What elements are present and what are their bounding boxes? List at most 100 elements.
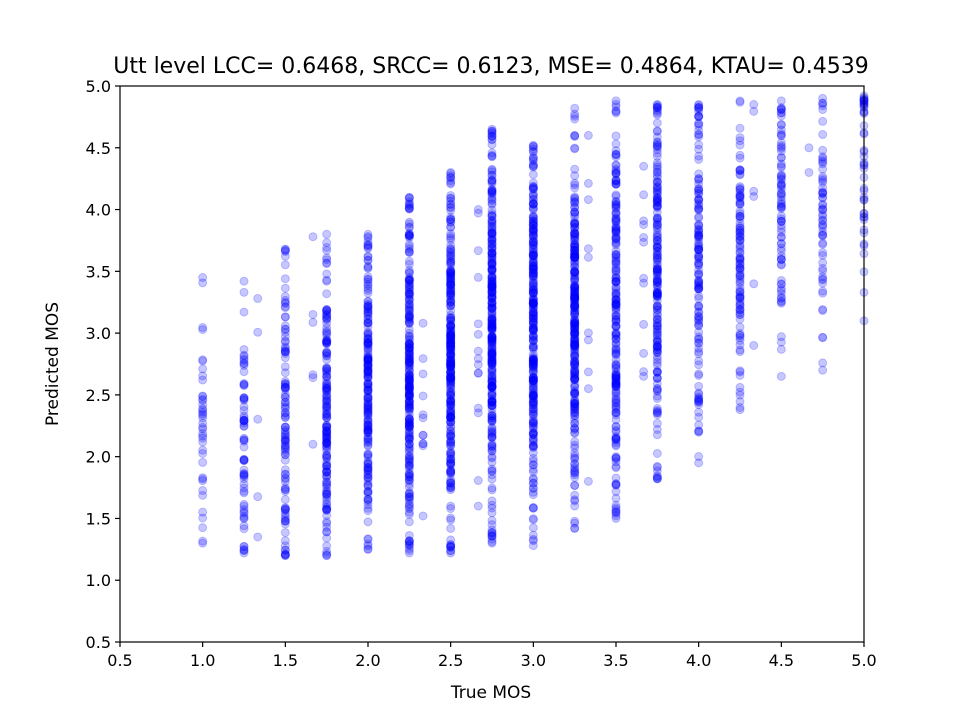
- data-point: [487, 266, 497, 276]
- data-point: [487, 170, 497, 180]
- data-point: [639, 161, 649, 171]
- data-point: [239, 435, 249, 445]
- data-point: [487, 290, 497, 300]
- data-point: [446, 361, 456, 371]
- data-point: [404, 371, 414, 381]
- data-point: [528, 299, 538, 309]
- data-point: [487, 279, 497, 289]
- data-point: [446, 330, 456, 340]
- data-point: [446, 449, 456, 459]
- data-point: [404, 443, 414, 453]
- data-point: [487, 292, 497, 302]
- data-point: [487, 359, 497, 369]
- data-point: [570, 286, 580, 296]
- data-point: [363, 355, 373, 365]
- data-point: [528, 212, 538, 222]
- data-point: [652, 250, 662, 260]
- data-point: [446, 431, 456, 441]
- data-point: [198, 474, 208, 484]
- data-point: [487, 381, 497, 391]
- data-point: [322, 384, 332, 394]
- data-point: [446, 337, 456, 347]
- data-point: [239, 469, 249, 479]
- data-point: [570, 399, 580, 409]
- data-point: [404, 282, 414, 292]
- data-point: [239, 380, 249, 390]
- data-point: [818, 230, 828, 240]
- data-point: [363, 334, 373, 344]
- data-point: [570, 250, 580, 260]
- data-point: [404, 372, 414, 382]
- data-point: [487, 274, 497, 284]
- data-point: [487, 335, 497, 345]
- data-point: [404, 233, 414, 243]
- data-point: [280, 441, 290, 451]
- data-point: [322, 490, 332, 500]
- data-point: [404, 536, 414, 546]
- data-point: [570, 218, 580, 228]
- data-point: [363, 307, 373, 317]
- data-point: [487, 367, 497, 377]
- data-point: [363, 427, 373, 437]
- data-point: [446, 202, 456, 212]
- data-point: [570, 282, 580, 292]
- data-point: [487, 303, 497, 313]
- data-point: [487, 199, 497, 209]
- data-point: [776, 125, 786, 135]
- data-point: [363, 449, 373, 459]
- data-point: [570, 302, 580, 312]
- data-point: [528, 244, 538, 254]
- data-point: [239, 474, 249, 484]
- data-point: [528, 394, 538, 404]
- data-point: [446, 359, 456, 369]
- data-point: [363, 379, 373, 389]
- data-point: [446, 193, 456, 203]
- data-point: [570, 323, 580, 333]
- x-tick-label: 3.5: [603, 651, 628, 670]
- data-point: [322, 477, 332, 487]
- data-point: [404, 496, 414, 506]
- data-point: [487, 373, 497, 383]
- data-point: [528, 220, 538, 230]
- data-point: [570, 472, 580, 482]
- data-point: [404, 396, 414, 406]
- data-point: [487, 395, 497, 405]
- data-point: [363, 277, 373, 287]
- data-point: [198, 418, 208, 428]
- data-point: [198, 490, 208, 500]
- data-point: [528, 368, 538, 378]
- data-point: [404, 435, 414, 445]
- data-point: [363, 427, 373, 437]
- data-point: [804, 143, 814, 153]
- data-point: [446, 258, 456, 268]
- data-point: [487, 357, 497, 367]
- data-point: [528, 216, 538, 226]
- data-point: [363, 355, 373, 365]
- data-point: [528, 391, 538, 401]
- data-point: [528, 398, 538, 408]
- data-point: [404, 311, 414, 321]
- data-point: [487, 252, 497, 262]
- data-point: [528, 250, 538, 260]
- data-point: [446, 349, 456, 359]
- data-point: [570, 274, 580, 284]
- data-point: [446, 297, 456, 307]
- data-point: [528, 204, 538, 214]
- data-point: [570, 293, 580, 303]
- data-point: [446, 169, 456, 179]
- data-point: [446, 342, 456, 352]
- data-point: [487, 334, 497, 344]
- data-point: [280, 325, 290, 335]
- data-point: [363, 470, 373, 480]
- data-point: [239, 393, 249, 403]
- data-point: [570, 345, 580, 355]
- data-point: [322, 336, 332, 346]
- data-point: [280, 397, 290, 407]
- data-point: [528, 352, 538, 362]
- data-point: [487, 391, 497, 401]
- data-point: [570, 366, 580, 376]
- data-point: [363, 304, 373, 314]
- data-point: [528, 487, 538, 497]
- data-point: [404, 350, 414, 360]
